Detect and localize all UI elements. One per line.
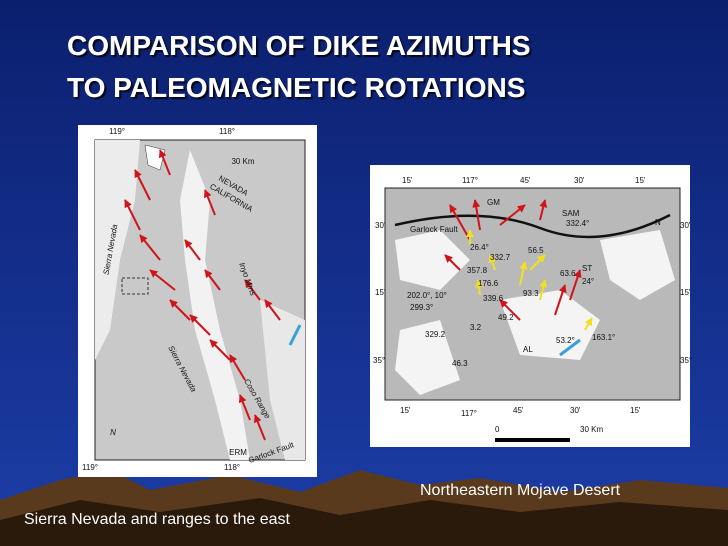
map-label: 35° bbox=[680, 356, 692, 365]
map-label: ERM bbox=[229, 448, 247, 457]
map-label: 339.6 bbox=[483, 294, 504, 303]
map-label: 30' bbox=[574, 176, 585, 185]
arrow bbox=[499, 299, 521, 321]
arrow bbox=[474, 279, 483, 296]
arrow bbox=[584, 317, 593, 331]
map-label: 15' bbox=[375, 288, 386, 297]
map-label: 26.4° bbox=[470, 243, 489, 252]
arrow bbox=[124, 199, 141, 231]
map-label: 118° bbox=[224, 463, 240, 472]
map-label: 15' bbox=[400, 406, 411, 415]
map-label: 119° bbox=[82, 463, 98, 472]
arrow bbox=[158, 149, 171, 176]
arrow bbox=[244, 279, 261, 301]
arrow bbox=[189, 314, 211, 336]
map-label: 30' bbox=[570, 406, 581, 415]
map-label: SAM bbox=[562, 209, 580, 218]
map-label: 118° bbox=[219, 127, 235, 136]
map-label: 0 bbox=[495, 425, 500, 434]
map-label: 45' bbox=[513, 406, 524, 415]
map-label: 49.2 bbox=[498, 313, 514, 322]
map-label: 15' bbox=[635, 176, 646, 185]
map-label: 53.2° bbox=[556, 336, 575, 345]
arrow bbox=[264, 299, 281, 321]
arrow bbox=[499, 204, 526, 226]
arrow bbox=[559, 338, 581, 357]
arrow bbox=[209, 339, 231, 361]
map-label: N bbox=[655, 218, 661, 227]
arrow bbox=[203, 189, 216, 216]
arrow bbox=[253, 414, 266, 441]
map-label: 299.3° bbox=[410, 303, 433, 312]
map-label: 117° bbox=[462, 176, 478, 185]
map-label: 119° bbox=[109, 127, 125, 136]
map-label: ST bbox=[582, 264, 592, 273]
arrow bbox=[139, 234, 161, 261]
map-label: 30 Km bbox=[580, 425, 603, 434]
arrow bbox=[169, 299, 191, 321]
arrow bbox=[569, 269, 582, 301]
arrow bbox=[134, 169, 151, 201]
arrow bbox=[238, 394, 251, 421]
map-label: 163.1° bbox=[592, 333, 615, 342]
map-label: 15' bbox=[680, 288, 691, 297]
arrow bbox=[288, 324, 302, 346]
map-label: GM bbox=[487, 198, 500, 207]
arrow bbox=[539, 279, 548, 301]
map-label: 30' bbox=[680, 221, 691, 230]
map-label: 93.3 bbox=[523, 289, 539, 298]
caption: Northeastern Mojave Desert bbox=[420, 482, 621, 499]
title-line: TO PALEOMAGNETIC ROTATIONS bbox=[67, 72, 525, 103]
caption: Sierra Nevada and ranges to the east bbox=[24, 511, 291, 528]
arrow bbox=[229, 354, 246, 381]
map-label: 357.8 bbox=[467, 266, 488, 275]
arrow bbox=[204, 269, 221, 291]
arrow bbox=[554, 284, 567, 316]
map-label: 45' bbox=[520, 176, 531, 185]
map-label: Garlock Fault bbox=[410, 225, 458, 234]
map-label: 202.0°, 10° bbox=[407, 291, 447, 300]
arrow bbox=[519, 261, 528, 286]
map-label: 24° bbox=[582, 277, 594, 286]
map-label: 30' bbox=[375, 221, 386, 230]
map-label: 176.6 bbox=[478, 279, 499, 288]
map-label: 329.2 bbox=[425, 330, 446, 339]
map-label: 15' bbox=[402, 176, 413, 185]
mountains-front bbox=[0, 498, 728, 546]
arrow bbox=[184, 239, 201, 261]
map-label: 15' bbox=[630, 406, 641, 415]
map-label: 332.7 bbox=[490, 253, 511, 262]
map-label: 117° bbox=[461, 409, 477, 418]
arrow bbox=[472, 199, 481, 231]
arrow bbox=[529, 254, 546, 271]
map-label: 3.2 bbox=[470, 323, 482, 332]
map-label: 46.3 bbox=[452, 359, 468, 368]
map-label: 63.6 bbox=[560, 269, 576, 278]
title-line: COMPARISON OF DIKE AZIMUTHS bbox=[67, 30, 531, 61]
map-label: 56.5 bbox=[528, 246, 544, 255]
arrow bbox=[539, 199, 548, 221]
map-label: AL bbox=[523, 345, 533, 354]
arrow bbox=[149, 269, 176, 291]
map-label: N bbox=[110, 428, 116, 437]
map-label: 35° bbox=[373, 356, 385, 365]
map-label: 30 Km bbox=[231, 157, 254, 166]
arrow bbox=[488, 254, 497, 271]
arrow bbox=[444, 254, 461, 271]
map-label: 332.4° bbox=[566, 219, 589, 228]
